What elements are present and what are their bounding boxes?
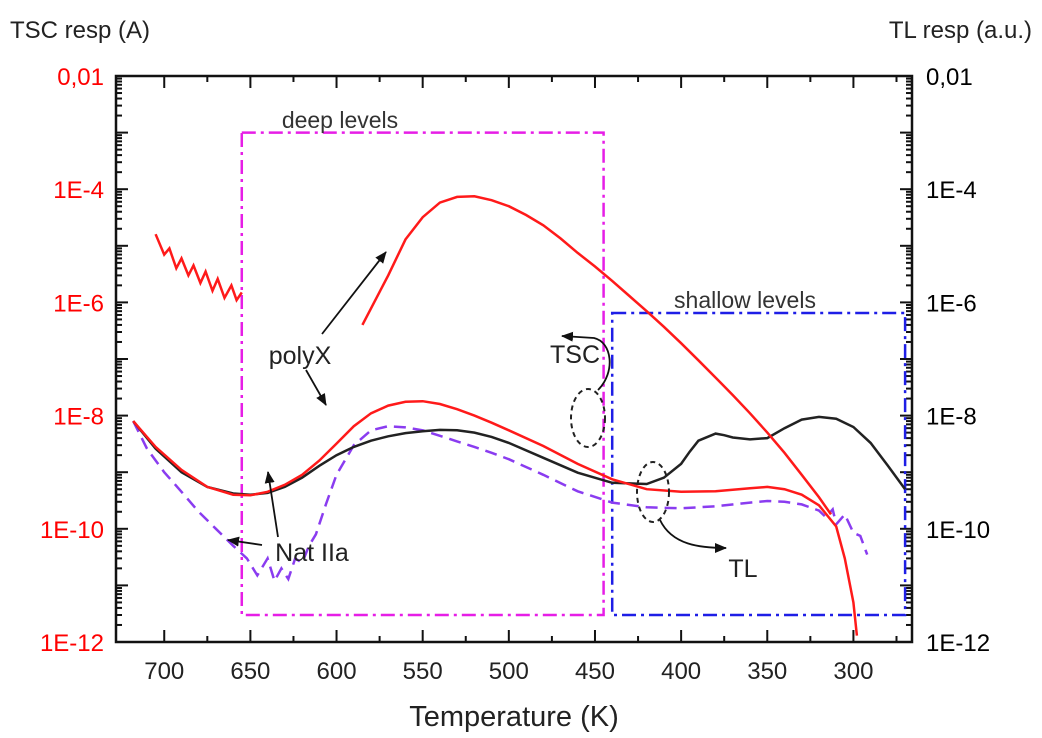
x-tick-label: 500 [489, 658, 529, 685]
natIIa-arrow-left [227, 536, 263, 547]
y-left-tick-label: 1E-4 [53, 177, 104, 204]
x-tick-label: 400 [661, 658, 701, 685]
y-right-tick-label: 1E-6 [926, 290, 977, 317]
x-tick-label: 450 [575, 658, 615, 685]
x-tick-label: 300 [833, 658, 873, 685]
series-polyX-tsc-high-temp [154, 233, 243, 303]
y-left-tick-label: 1E-6 [53, 290, 104, 317]
y-left-tick-label: 0,01 [57, 64, 104, 91]
tl-curved-arrow [659, 519, 727, 553]
y-right-tick-label: 1E-8 [926, 404, 977, 431]
polyX-arrow-lower [305, 369, 327, 406]
tsc-annotation: TSC [550, 341, 600, 369]
natIIa-annotation: Nat IIa [275, 539, 349, 567]
y-right-tick-label: 0,01 [926, 64, 973, 91]
x-tick-label: 550 [403, 658, 443, 685]
y-left-axis-label: TSC resp (A) [10, 17, 150, 44]
x-tick-label: 600 [317, 658, 357, 685]
deep-levels-label: deep levels [282, 107, 398, 133]
y-left-tick-label: 1E-12 [40, 630, 104, 657]
plot-frame [114, 74, 914, 644]
axis-ticks [116, 75, 912, 643]
x-axis-label: Temperature (K) [409, 701, 619, 733]
y-right-tick-label: 1E-10 [926, 517, 990, 544]
natIIa-arrow-up [264, 471, 279, 538]
x-tick-label: 350 [747, 658, 787, 685]
shallow-levels-box [610, 311, 907, 617]
polyX-arrow-upper [321, 251, 387, 335]
x-tick-label: 650 [230, 658, 270, 685]
tsc-marker-ellipse [570, 388, 606, 448]
y-left-tick-label: 1E-8 [53, 404, 104, 431]
deep-levels-box [240, 131, 605, 617]
tsc-curved-arrow [561, 331, 611, 391]
y-left-tick-label: 1E-10 [40, 517, 104, 544]
series-polyX-tsc-low-temp [361, 195, 833, 516]
polyX-annotation: polyX [269, 342, 332, 370]
y-right-tick-label: 1E-12 [926, 630, 990, 657]
x-tick-label: 700 [144, 658, 184, 685]
y-tick-labels: 1E-12 1E-12 1E-10 1E-10 1E-8 1E-8 1E-6 1E-6 1E-4… [40, 64, 990, 657]
tl-marker-ellipse [636, 461, 670, 523]
x-tick-labels: 700 650 600 550 500 450 400 350 300 [144, 658, 873, 685]
y-right-tick-label: 1E-4 [926, 177, 977, 204]
series-natIIa-tsc [132, 415, 907, 496]
y-right-axis-label: TL resp (a.u.) [889, 17, 1032, 44]
tl-annotation: TL [728, 555, 757, 583]
shallow-levels-label: shallow levels [674, 287, 816, 313]
series-polyX-tl [132, 399, 859, 636]
